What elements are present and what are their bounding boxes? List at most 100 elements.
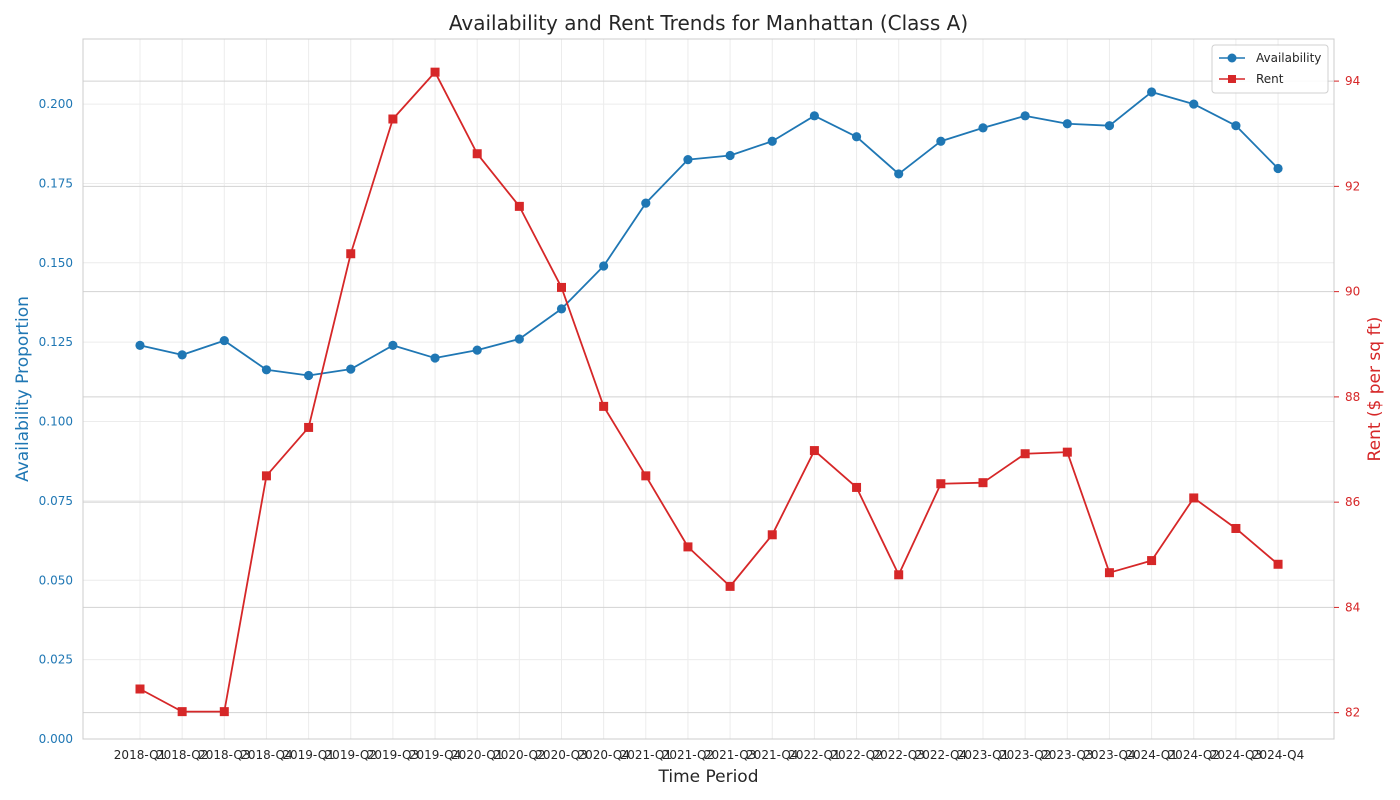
availability-series-line (139, 91, 1279, 377)
x-tick-label: 2024-Q1 (1125, 748, 1177, 762)
x-tick-label: 2019-Q2 (325, 748, 377, 762)
y-left-tick-label: 0.100 (39, 415, 73, 429)
x-tick-label: 2022-Q3 (873, 748, 925, 762)
y-axis-left-label: Availability Proportion (13, 296, 33, 482)
y-right-tick-label: 90 (1345, 285, 1360, 299)
y-left-tick-label: 0.125 (39, 335, 73, 349)
legend: Availability Rent (1211, 44, 1329, 94)
y-left-tick-label: 0.075 (39, 494, 73, 508)
y-left-tick-label: 0.050 (39, 573, 73, 587)
x-tick-label: 2024-Q4 (1252, 748, 1304, 762)
rent-point (894, 570, 904, 580)
availability-point (851, 132, 862, 142)
y-left-tick-label: 0.000 (39, 732, 73, 746)
rent-point (514, 201, 524, 211)
y-right-tick-label: 94 (1345, 74, 1360, 88)
legend-box (1211, 44, 1329, 94)
rent-point (472, 149, 482, 159)
x-axis-label: Time Period (657, 767, 758, 787)
x-tick-label: 2020-Q4 (577, 748, 629, 762)
availability-point (430, 353, 440, 363)
rent-point (725, 581, 735, 591)
availability-point (1189, 99, 1199, 109)
availability-point (1104, 121, 1115, 131)
x-tick-label: 2022-Q1 (788, 748, 840, 762)
availability-point (1147, 87, 1157, 97)
rent-series-line (139, 71, 1279, 713)
x-tick-label: 2023-Q3 (1041, 748, 1093, 762)
availability-point (1020, 111, 1030, 121)
x-tick-label: 2023-Q1 (957, 748, 1009, 762)
y-left-tick-label: 0.150 (39, 256, 73, 270)
rent-point (1189, 493, 1199, 503)
legend-rent-marker (1228, 75, 1236, 83)
x-tick-label: 2024-Q3 (1210, 748, 1262, 762)
ticks: 0.000 0.025 0.050 0.075 0.100 0.125 0.150 0.175… (39, 74, 1361, 762)
x-tick-label: 2021-Q3 (704, 748, 756, 762)
x-tick-label: 2021-Q2 (662, 748, 714, 762)
availability-point (304, 370, 314, 381)
series-layer (135, 67, 1283, 717)
x-tick-label: 2023-Q2 (999, 748, 1051, 762)
availability-point (514, 334, 524, 344)
x-tick-label: 2024-Q2 (1168, 748, 1220, 762)
rent-point (1273, 559, 1283, 569)
plot-frame (82, 38, 1335, 740)
availability-point (177, 350, 187, 360)
availability-point (894, 169, 904, 179)
availability-point (599, 261, 609, 271)
legend-availability-marker (1227, 53, 1237, 63)
x-tick-label: 2023-Q4 (1083, 748, 1135, 762)
x-tick-label: 2018-Q3 (198, 748, 250, 762)
availability-point (1231, 121, 1241, 131)
x-tick-label: 2021-Q1 (620, 748, 672, 762)
availability-point (809, 111, 820, 121)
rent-point (1104, 568, 1114, 578)
x-tick-label: 2022-Q2 (830, 748, 882, 762)
availability-point (725, 150, 735, 161)
y-axis-right-label: Rent ($ per sq ft) (1365, 317, 1385, 462)
y-right-tick-label: 88 (1345, 390, 1360, 404)
rent-point (1231, 523, 1241, 533)
rent-point (219, 707, 229, 717)
x-tick-label: 2019-Q4 (409, 748, 461, 762)
y-left-tick-label: 0.175 (39, 176, 73, 190)
y-right-tick-label: 92 (1345, 179, 1360, 193)
rent-point (599, 401, 609, 411)
rent-point (135, 684, 145, 694)
x-tick-label: 2019-Q3 (367, 748, 419, 762)
y-left-tick-label: 0.200 (39, 97, 73, 111)
rent-point (430, 67, 440, 77)
availability-point (978, 123, 988, 133)
legend-rent-label: Rent (1256, 72, 1284, 86)
x-tick-label: 2018-Q2 (156, 748, 208, 762)
y-left-tick-label: 0.025 (39, 653, 73, 667)
rent-point (177, 707, 187, 717)
availability-point (767, 136, 777, 146)
x-tick-label: 2018-Q4 (240, 748, 292, 762)
y-right-tick-label: 84 (1345, 600, 1360, 614)
availability-point (936, 136, 946, 146)
rent-point (683, 542, 693, 552)
availability-point (135, 340, 145, 350)
rent-point (936, 479, 946, 489)
availability-point (219, 335, 229, 346)
availability-point (261, 365, 272, 375)
rent-point (978, 478, 988, 488)
x-tick-label: 2018-Q1 (114, 748, 166, 762)
y-right-tick-label: 82 (1345, 706, 1360, 720)
availability-point (472, 345, 482, 355)
availability-point (683, 155, 693, 165)
x-tick-label: 2021-Q4 (746, 748, 798, 762)
availability-point (556, 304, 567, 314)
availability-point (346, 364, 356, 374)
availability-point (1273, 163, 1283, 174)
rent-point (261, 471, 271, 481)
x-tick-label: 2020-Q3 (535, 748, 587, 762)
rent-point (1062, 447, 1072, 457)
x-tick-label: 2019-Q1 (282, 748, 334, 762)
rent-point (1147, 556, 1157, 566)
rent-point (304, 422, 314, 432)
availability-point (1062, 119, 1072, 129)
